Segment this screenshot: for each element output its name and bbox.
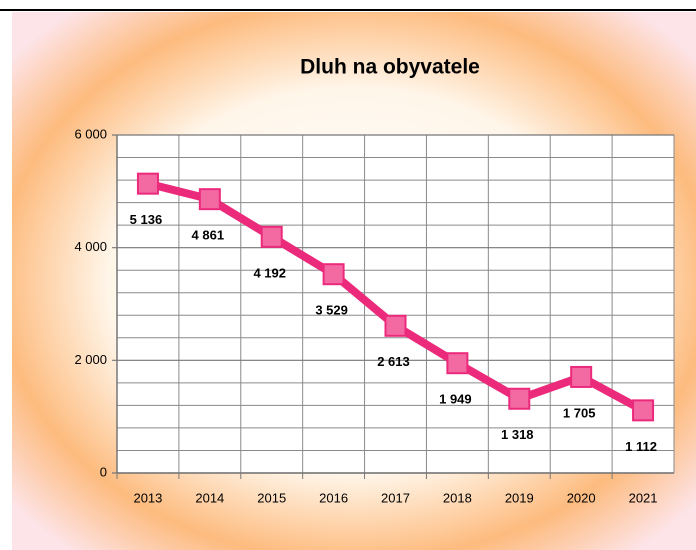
marker: [632, 399, 655, 422]
chart-title: Dluh na obyvatele: [300, 56, 480, 79]
x-tick-label: 2020: [567, 490, 596, 505]
x-tick-label: 2016: [319, 490, 348, 505]
marker: [384, 314, 407, 337]
data-label: 5 136: [130, 212, 163, 227]
y-tick-label: 6 000: [74, 126, 107, 141]
marker: [446, 352, 469, 375]
y-tick-label: 4 000: [74, 239, 107, 254]
data-label: 1 112: [625, 439, 657, 454]
x-tick-label: 2021: [629, 490, 658, 505]
data-label: 1 318: [501, 427, 534, 442]
x-tick-label: 2018: [443, 490, 472, 505]
y-tick-label: 0: [100, 464, 107, 479]
marker: [508, 387, 531, 410]
x-tick-label: 2017: [381, 490, 410, 505]
x-tick-label: 2019: [505, 490, 534, 505]
x-tick-label: 2014: [195, 490, 224, 505]
data-label: 3 529: [315, 303, 348, 318]
marker: [570, 365, 593, 388]
data-label: 1 949: [439, 392, 472, 407]
marker: [260, 225, 283, 248]
marker: [198, 188, 221, 211]
data-label: 2 613: [377, 354, 410, 369]
marker: [136, 172, 159, 195]
x-tick-label: 2013: [133, 490, 162, 505]
data-label: 4 861: [192, 228, 225, 243]
marker: [322, 263, 345, 286]
plot-area: [117, 135, 674, 473]
data-label: 1 705: [563, 405, 596, 420]
y-tick-label: 2 000: [74, 352, 107, 367]
x-tick-label: 2015: [257, 490, 286, 505]
data-label: 4 192: [253, 265, 286, 280]
